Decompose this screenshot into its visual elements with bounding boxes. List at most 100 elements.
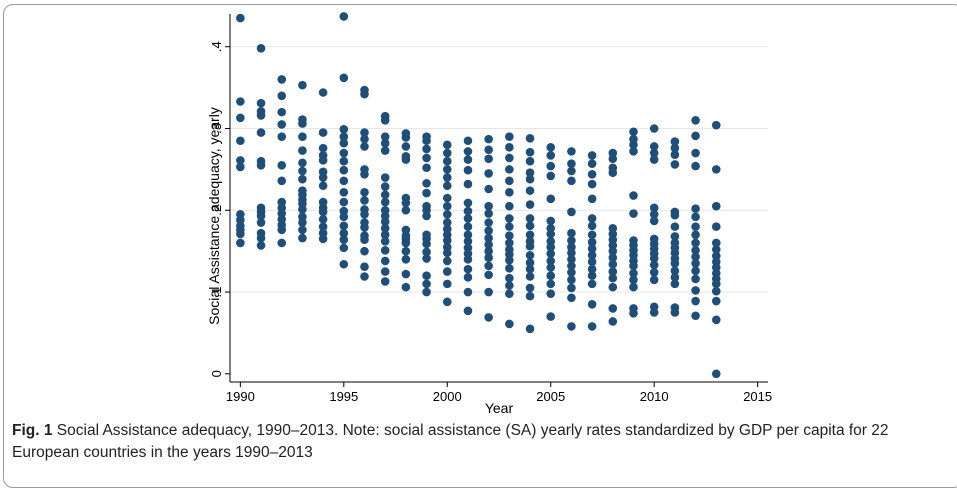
data-point (691, 266, 700, 276)
data-point (380, 132, 390, 141)
data-point (463, 230, 473, 240)
data-point (587, 194, 597, 204)
data-point (629, 261, 638, 271)
y-tick-label: .2 (209, 205, 224, 216)
data-point (298, 166, 307, 176)
data-point (360, 262, 369, 271)
data-point (256, 128, 266, 137)
data-point (256, 233, 266, 243)
data-point (525, 214, 535, 223)
data-point (649, 254, 659, 263)
data-point (484, 246, 493, 256)
data-point (608, 246, 618, 256)
data-point (277, 120, 287, 129)
data-point (318, 214, 328, 224)
data-point (525, 200, 535, 209)
data-point (567, 268, 576, 277)
x-tick-label: 1990 (226, 389, 255, 404)
data-point (298, 233, 307, 243)
data-point (442, 236, 452, 245)
data-point (318, 128, 328, 137)
data-point (567, 166, 576, 176)
data-point (691, 311, 700, 321)
data-point (380, 267, 390, 276)
data-point (691, 204, 700, 213)
data-point (484, 154, 493, 164)
data-point (567, 236, 576, 245)
data-point (298, 146, 307, 155)
data-point (380, 138, 390, 148)
data-point (608, 267, 618, 276)
data-point (587, 221, 597, 231)
data-point (380, 182, 390, 191)
x-tick-label: 2005 (536, 389, 565, 404)
data-point (339, 132, 349, 141)
data-point (484, 218, 493, 227)
data-point (567, 228, 576, 238)
figure-caption: Fig. 1 Social Assistance adequacy, 1990–… (12, 420, 947, 464)
caption-label: Fig. 1 (12, 422, 53, 439)
data-point (649, 148, 659, 158)
data-point (442, 218, 452, 227)
data-point (670, 210, 680, 220)
data-point (318, 222, 328, 231)
data-point (649, 275, 659, 285)
data-point (525, 264, 535, 274)
x-axis-label: Year (485, 400, 514, 416)
data-point (670, 143, 680, 153)
data-point (442, 248, 452, 258)
data-point (339, 259, 349, 269)
data-point (277, 160, 287, 170)
data-point (505, 319, 514, 329)
data-point (442, 201, 452, 211)
data-point (505, 165, 514, 174)
data-point (567, 255, 576, 264)
data-point (339, 73, 349, 83)
data-point (691, 161, 700, 171)
data-point (360, 246, 369, 256)
data-point (360, 235, 369, 245)
data-point (670, 232, 680, 241)
data-point (546, 271, 556, 280)
data-point (422, 271, 431, 280)
data-point (670, 308, 680, 317)
data-point (484, 253, 493, 262)
data-point (629, 147, 638, 156)
data-point (711, 201, 721, 211)
data-point (567, 159, 576, 168)
data-point (401, 282, 411, 292)
data-point (442, 256, 452, 266)
data-point (360, 187, 369, 197)
data-point (587, 271, 597, 280)
data-point (442, 181, 452, 191)
data-point (339, 138, 349, 148)
data-point (360, 169, 369, 179)
data-point (463, 255, 473, 264)
data-point (277, 238, 287, 248)
data-point (463, 273, 473, 282)
data-point (587, 237, 597, 247)
data-point (463, 264, 473, 274)
data-point (360, 196, 369, 205)
data-point (256, 98, 266, 108)
data-points (236, 12, 721, 379)
data-point (277, 225, 287, 235)
data-point (401, 155, 411, 164)
data-point (587, 169, 597, 179)
data-point (608, 273, 618, 283)
data-point (401, 198, 411, 208)
data-point (442, 279, 452, 289)
data-point (256, 241, 266, 250)
y-axis-label: Social Assistance adequacy, yearly (206, 107, 222, 325)
data-point (649, 142, 659, 151)
data-point (587, 179, 597, 189)
data-point (608, 154, 618, 164)
data-point (567, 293, 576, 303)
data-point (649, 203, 659, 213)
data-point (525, 258, 535, 267)
data-point (525, 221, 535, 231)
data-point (442, 173, 452, 182)
data-point (318, 173, 328, 182)
data-point (380, 197, 390, 207)
data-point (256, 218, 266, 227)
